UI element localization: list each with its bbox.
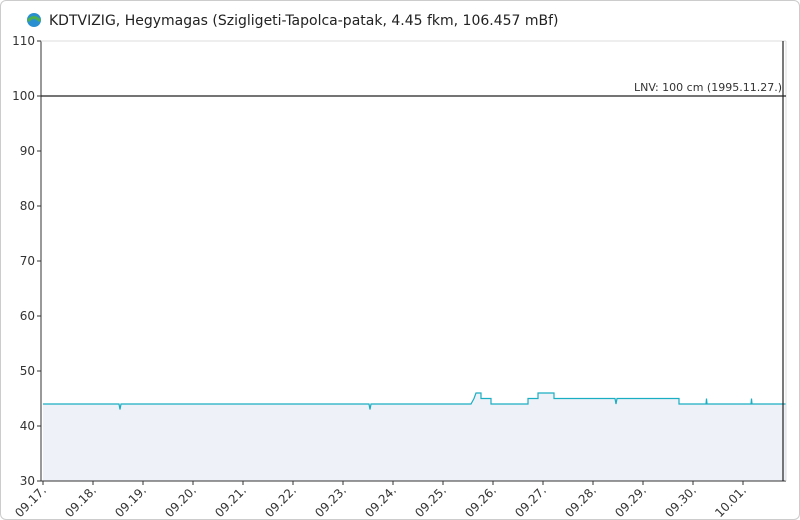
y-tick-label: 50 [20,364,35,378]
y-tick-label: 80 [20,199,35,213]
y-tick-label: 110 [12,34,35,48]
x-tick-label: 10.01. [712,483,749,519]
area [43,393,786,481]
x-tick-label: 09.28. [562,483,599,519]
x-tick-label: 09.22. [262,483,299,519]
x-tick-label: 09.20. [162,483,199,519]
y-tick-label: 60 [20,309,35,323]
x-tick-label: 09.29. [612,483,649,519]
x-tick-label: 09.18. [62,483,99,519]
reference-label: LNV: 100 cm (1995.11.27.) [634,81,782,94]
line [43,392,786,410]
x-tick-label: 09.17. [12,483,49,519]
x-tick-label: 09.25. [412,483,449,519]
y-tick-label: 100 [12,89,35,103]
x-tick-label: 09.30. [662,483,699,519]
x-tick-label: 09.23. [312,483,349,519]
y-tick-label: 40 [20,419,35,433]
station-icon [26,13,42,27]
x-tick-label: 09.27. [512,483,549,519]
y-tick-label: 70 [20,254,35,268]
x-tick-label: 09.24. [362,483,399,519]
y-tick-label: 90 [20,144,35,158]
chart-title: KDTVIZIG, Hegymagas (Szigligeti-Tapolca-… [49,13,559,29]
x-tick-label: 09.19. [112,483,149,519]
y-tick-label: 30 [20,474,35,488]
x-tick-label: 09.26. [462,483,499,519]
x-tick-label: 09.21. [212,483,249,519]
